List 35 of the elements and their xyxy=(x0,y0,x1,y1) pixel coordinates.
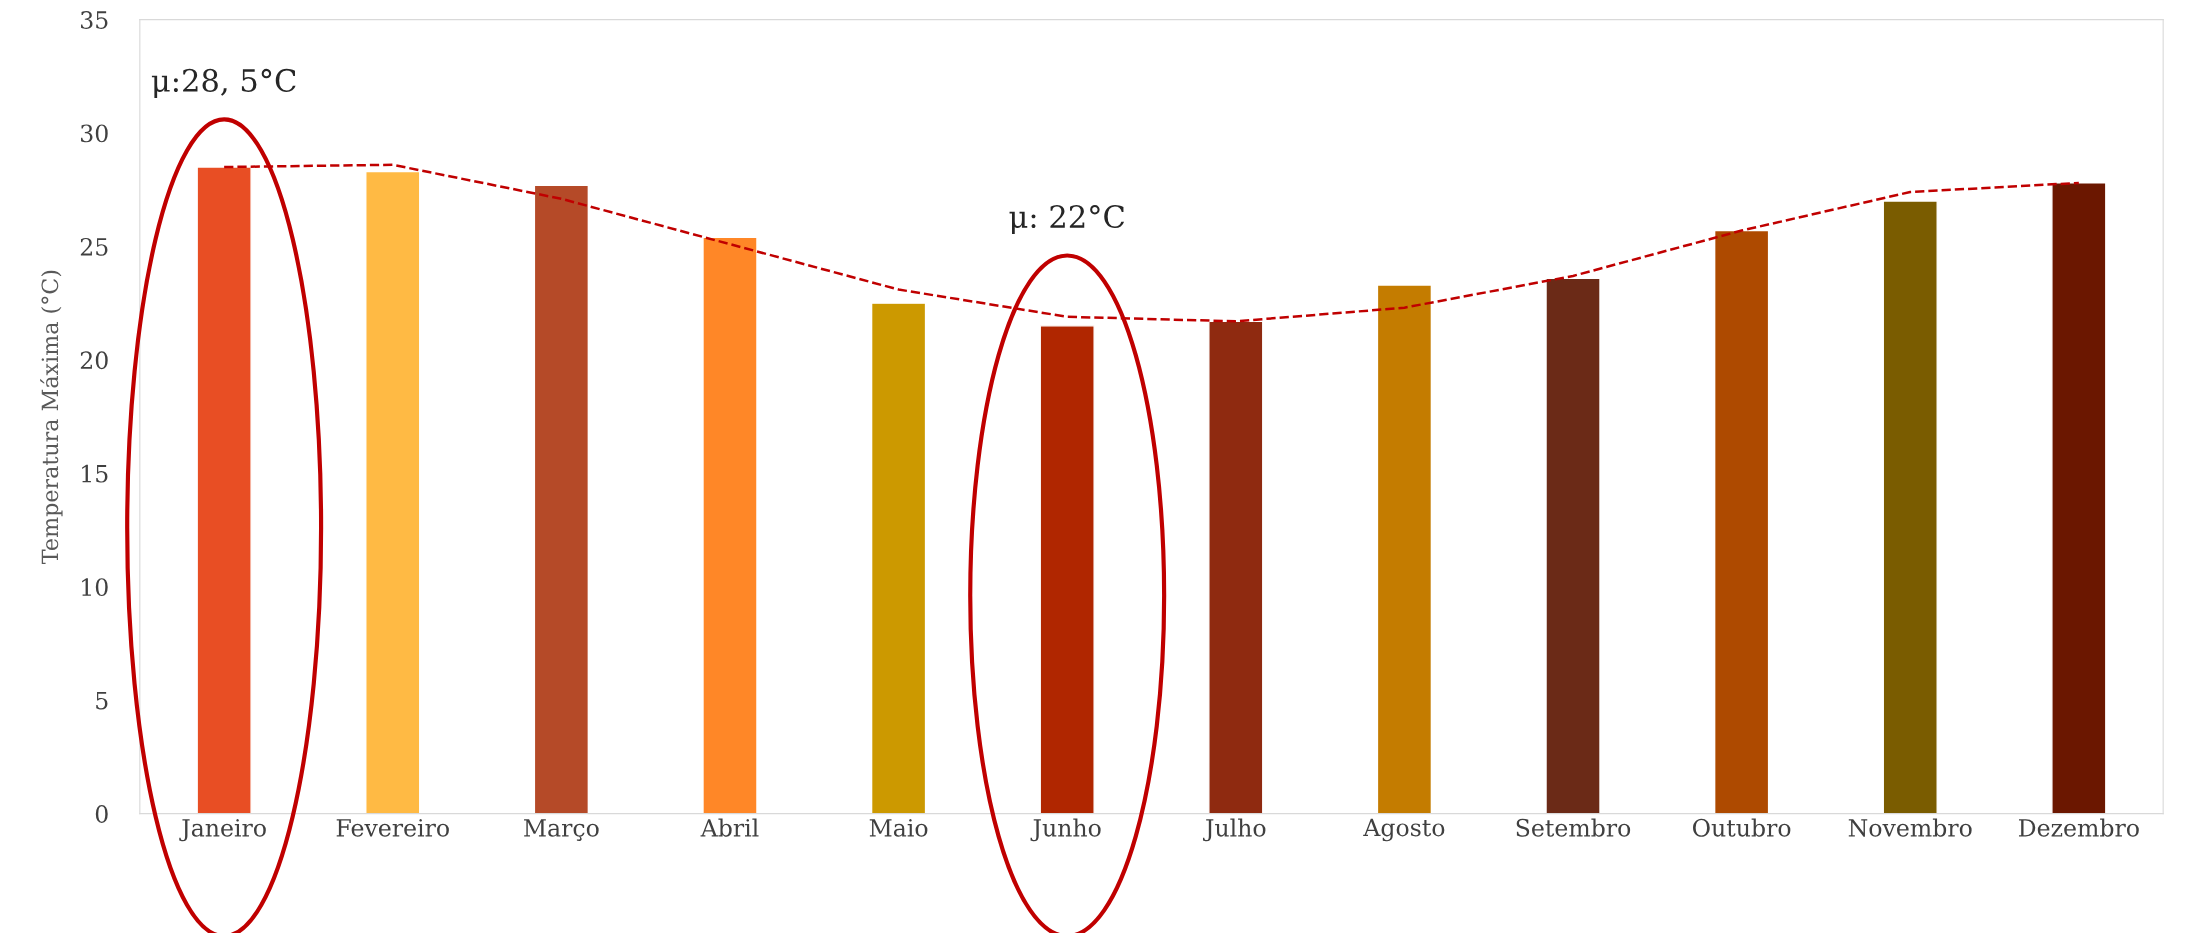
x-tick-label: Julho xyxy=(1202,818,1266,842)
bar xyxy=(365,170,421,814)
x-tick-label: Setembro xyxy=(1516,818,1631,837)
bar xyxy=(1713,229,1770,814)
x-tick-label: Março xyxy=(524,819,599,841)
bar xyxy=(196,166,252,814)
bar xyxy=(1208,320,1264,814)
x-tick-label: Janeiro xyxy=(179,819,266,842)
x-tick-label: Junho xyxy=(1030,818,1101,842)
y-tick-label: 30 xyxy=(81,124,108,143)
bar xyxy=(1882,200,1938,814)
x-tick-label: Maio xyxy=(869,819,928,837)
y-tick-label: 10 xyxy=(82,578,108,597)
annotation: μ:28, 5°C xyxy=(151,68,296,98)
x-tick-label: Abril xyxy=(700,818,759,837)
bar xyxy=(1545,277,1601,814)
bar xyxy=(870,302,927,814)
x-tick-label: Novembro xyxy=(1848,818,1972,837)
bar xyxy=(702,236,758,814)
bar xyxy=(1039,325,1095,814)
bar xyxy=(2051,182,2107,814)
x-tick-label: Fevereiro xyxy=(336,819,449,837)
y-tick-label: 20 xyxy=(80,351,108,370)
y-tick-label: 5 xyxy=(96,691,108,710)
y-axis-title: Temperatura Máxima (°C) xyxy=(40,270,63,564)
x-tick-label: Dezembro xyxy=(2018,818,2139,837)
y-tick-label: 0 xyxy=(95,805,108,823)
y-tick-label: 25 xyxy=(80,237,108,256)
y-tick-label: 35 xyxy=(81,11,108,29)
annotation: μ: 22°C xyxy=(1009,204,1125,235)
bar xyxy=(533,184,590,814)
x-tick-label: Agosto xyxy=(1363,818,1445,842)
y-tick-label: 15 xyxy=(82,464,108,483)
bar xyxy=(1376,284,1433,814)
x-tick-label: Outubro xyxy=(1693,818,1791,837)
